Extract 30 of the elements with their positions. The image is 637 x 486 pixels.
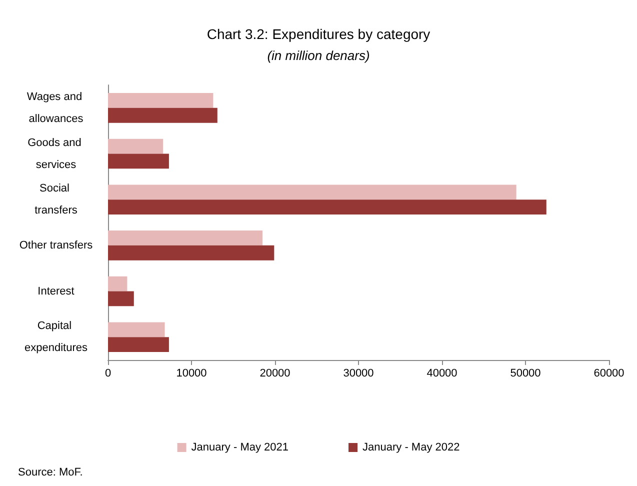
bar: [108, 291, 134, 306]
bar: [108, 93, 214, 108]
bar: [108, 184, 516, 200]
bar: [108, 108, 218, 123]
y-tick-label: Wages and allowances: [26, 90, 86, 125]
legend-label: January - May 2021: [191, 442, 288, 454]
source-note: Source: MoF.: [18, 466, 83, 478]
chart-title: Chart 3.2: Expenditures by category: [206, 26, 430, 42]
bar: [108, 200, 546, 214]
x-tick-label: 0: [104, 368, 112, 380]
bar: [108, 154, 169, 169]
bar: [108, 276, 128, 292]
bar: [108, 230, 262, 246]
y-tick-label: Interest: [38, 285, 74, 298]
y-tick-label: Social transfers: [34, 182, 78, 217]
bar: [108, 138, 164, 154]
legend-label: January - May 2022: [362, 442, 460, 454]
x-tick-label: 40000: [426, 368, 458, 380]
bar: [108, 337, 169, 352]
x-tick-label: 50000: [510, 368, 541, 380]
x-tick-label: 10000: [176, 368, 207, 380]
bar: [108, 245, 274, 260]
x-tick-label: 60000: [594, 368, 624, 380]
bar: [108, 322, 165, 338]
x-tick-label: 20000: [260, 368, 290, 380]
x-tick-label: 30000: [343, 368, 374, 380]
y-tick-label: Other transfers: [19, 239, 94, 252]
y-tick-label: Capital expenditures: [24, 320, 88, 354]
chart-subtitle: (in million denars): [267, 48, 370, 63]
y-tick-label: Goods and services: [28, 136, 84, 171]
